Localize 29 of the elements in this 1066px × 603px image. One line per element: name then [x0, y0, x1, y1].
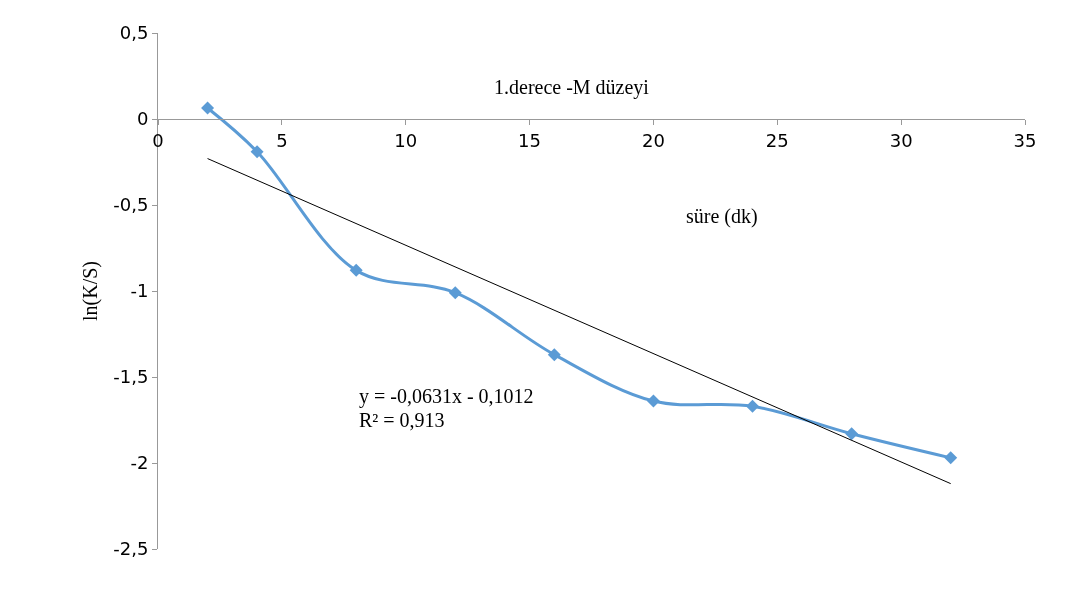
point: [944, 451, 958, 465]
point: [349, 263, 363, 277]
y-tick-label: 0,5: [119, 22, 149, 44]
x-tick-label: 30: [889, 129, 913, 151]
point: [448, 286, 462, 300]
x-tick-label: 10: [394, 129, 418, 151]
x-tick-label: 15: [518, 129, 542, 151]
x-axis-title: süre (dk): [686, 205, 758, 228]
y-tick-label: 0: [136, 108, 149, 130]
point: [250, 145, 264, 159]
annotation: R² = 0,913: [359, 409, 445, 431]
y-tick-label: -1,5: [113, 366, 149, 388]
y-tick-label: -2,5: [113, 538, 149, 560]
text: 1.derece -M düzeyi: [494, 76, 650, 99]
point: [646, 394, 660, 408]
y-tick-label: -2: [130, 452, 149, 474]
point: [845, 427, 859, 441]
y-tick-label: -0,5: [113, 194, 149, 216]
x-tick-label: 5: [276, 129, 288, 151]
x-tick-label: 25: [765, 129, 789, 151]
annotation: y = -0,0631x - 0,1012: [359, 385, 534, 408]
point: [201, 101, 215, 115]
x-tick-label: 20: [641, 129, 665, 151]
x-tick-label: 0: [152, 129, 164, 151]
point: [746, 399, 760, 413]
y-axis-title: ln(K/S): [78, 261, 102, 321]
point: [547, 348, 561, 362]
x-tick-label: 35: [1013, 129, 1037, 151]
y-tick-label: -1: [130, 280, 149, 302]
